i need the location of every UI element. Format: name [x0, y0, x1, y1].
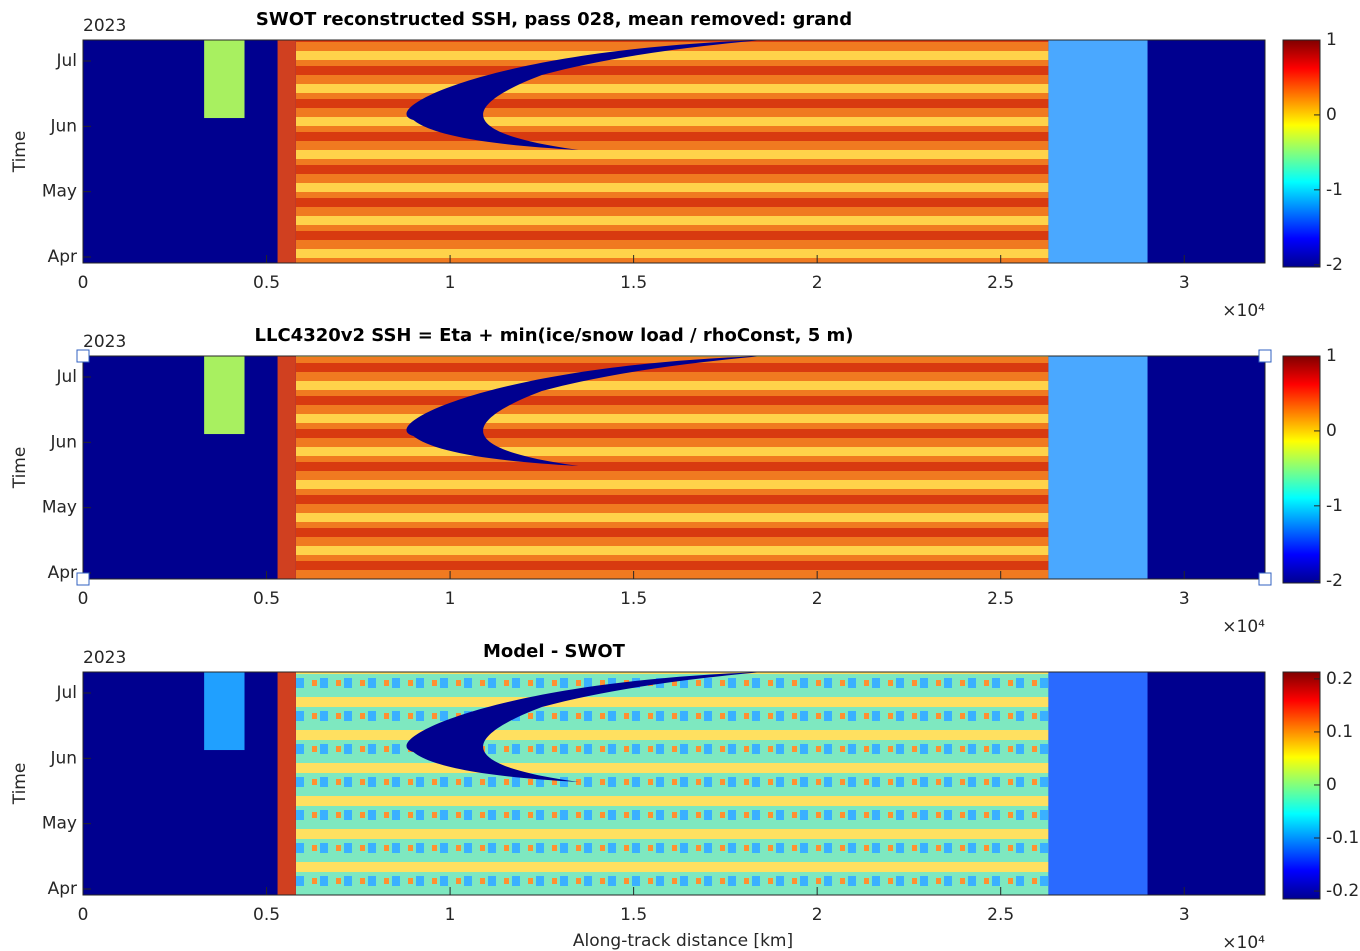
selection-handle	[76, 349, 90, 363]
heatmap-field	[1048, 356, 1148, 579]
y-tick-label: Jun	[49, 432, 77, 452]
colorbar-tick-label: -1	[1326, 180, 1343, 200]
axes-box	[82, 671, 1266, 896]
heatmap-gap	[406, 40, 763, 150]
x-tick-label: 0.5	[253, 589, 280, 609]
x-tick-label: 1.5	[620, 589, 647, 609]
colorbar-tick-label: 0	[1326, 105, 1337, 125]
colorbar-tick-label: 1	[1326, 346, 1337, 366]
y-tick-label: May	[42, 182, 77, 202]
colorbar-tick-label: 1	[1326, 30, 1337, 50]
colorbar-tick-label: 0	[1326, 421, 1337, 441]
x-tick-label: 1	[445, 905, 456, 925]
y-tick-label: Jul	[55, 367, 77, 387]
heatmap-field	[277, 356, 296, 579]
x-multiplier: ×10⁴	[1222, 933, 1265, 951]
heatmap-field	[295, 356, 1049, 579]
colorbar-tick-label: -0.1	[1326, 828, 1359, 848]
x-tick-label: 0	[78, 589, 89, 609]
colorbar-tick-label: -2	[1326, 255, 1343, 275]
panel-title: LLC4320v2 SSH = Eta + min(ice/snow load …	[255, 325, 854, 346]
heatmap-field	[204, 672, 245, 751]
colorbar	[1282, 355, 1321, 584]
heatmap-gap	[406, 672, 763, 782]
x-tick-label: 1	[445, 589, 456, 609]
heatmap-field	[204, 40, 245, 119]
x-tick-label: 2.5	[987, 905, 1014, 925]
x-tick-label: 3	[1179, 273, 1190, 293]
selection-handle	[1258, 349, 1272, 363]
x-tick-label: 2	[812, 273, 823, 293]
y-tick-label: Apr	[48, 563, 77, 583]
colorbar	[1282, 39, 1321, 268]
x-tick-label: 2	[812, 905, 823, 925]
x-axis-label: Along-track distance [km]	[573, 931, 793, 951]
heatmap-field	[1048, 672, 1148, 895]
y-tick-label: Jul	[55, 51, 77, 71]
y-axis-label: Time	[10, 763, 30, 806]
x-tick-label: 1.5	[620, 273, 647, 293]
colorbar-tick-label: -0.2	[1326, 881, 1359, 901]
panels: SWOT reconstructed SSH, pass 028, mean r…	[10, 9, 1359, 951]
panel-title: SWOT reconstructed SSH, pass 028, mean r…	[256, 9, 852, 30]
year-label: 2023	[83, 332, 126, 352]
y-tick-label: May	[42, 814, 77, 834]
axes-box	[82, 355, 1266, 580]
x-tick-label: 3	[1179, 905, 1190, 925]
x-tick-label: 0	[78, 273, 89, 293]
y-tick-label: Jun	[49, 748, 77, 768]
colorbar-tick-label: -2	[1326, 571, 1343, 591]
heatmap-field	[1048, 40, 1148, 263]
colorbar-tick-label: 0.1	[1326, 722, 1353, 742]
heatmap-gap	[406, 356, 763, 466]
heatmap-field	[204, 356, 245, 435]
y-tick-label: Jul	[55, 683, 77, 703]
year-label: 2023	[83, 648, 126, 668]
x-multiplier: ×10⁴	[1222, 301, 1265, 321]
heatmap-field	[295, 40, 1049, 263]
heatmap-field	[295, 672, 1049, 895]
x-tick-label: 0.5	[253, 273, 280, 293]
year-label: 2023	[83, 16, 126, 36]
x-tick-label: 2.5	[987, 273, 1014, 293]
x-tick-label: 2.5	[987, 589, 1014, 609]
colorbar-tick-label: -1	[1326, 496, 1343, 516]
y-tick-label: Jun	[49, 116, 77, 136]
colorbar-tick-label: 0	[1326, 775, 1337, 795]
x-tick-label: 1	[445, 273, 456, 293]
colorbar-tick-label: 0.2	[1326, 669, 1353, 689]
x-tick-label: 0	[78, 905, 89, 925]
selection-handle	[1258, 572, 1272, 586]
colorbar	[1282, 671, 1321, 900]
x-tick-label: 0.5	[253, 905, 280, 925]
selection-handle	[76, 572, 90, 586]
y-axis-label: Time	[10, 131, 30, 174]
y-tick-label: May	[42, 498, 77, 518]
panel-title: Model - SWOT	[483, 641, 626, 662]
heatmap-field	[277, 40, 296, 263]
x-tick-label: 1.5	[620, 905, 647, 925]
x-multiplier: ×10⁴	[1222, 617, 1265, 637]
x-tick-label: 3	[1179, 589, 1190, 609]
axes-box	[82, 39, 1266, 264]
y-axis-label: Time	[10, 447, 30, 490]
y-tick-label: Apr	[48, 879, 77, 899]
heatmap-field	[277, 672, 296, 895]
x-tick-label: 2	[812, 589, 823, 609]
y-tick-label: Apr	[48, 247, 77, 267]
